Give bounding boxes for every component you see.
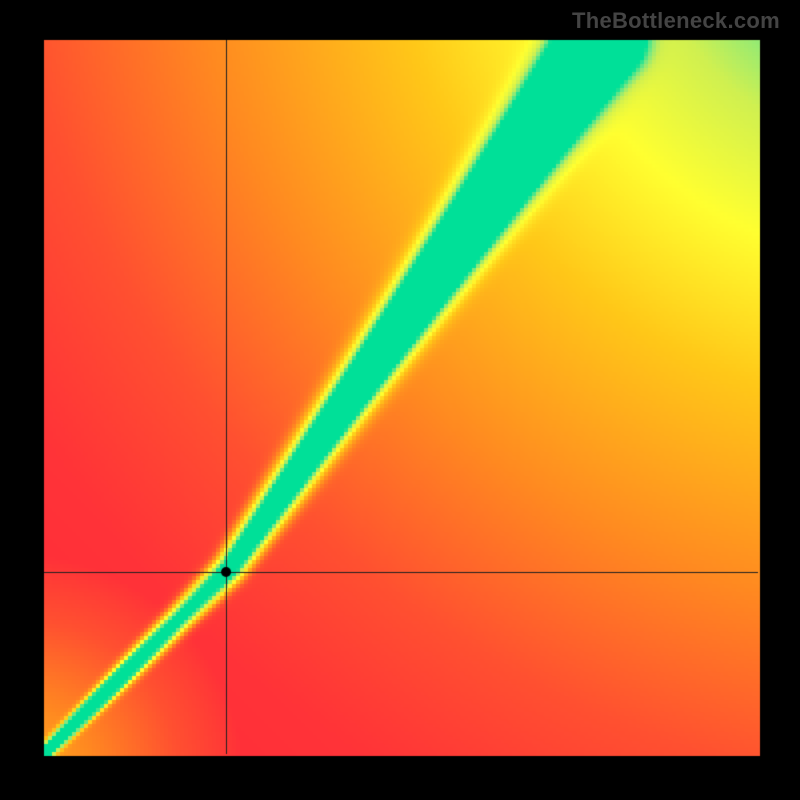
- watermark-text: TheBottleneck.com: [572, 8, 780, 34]
